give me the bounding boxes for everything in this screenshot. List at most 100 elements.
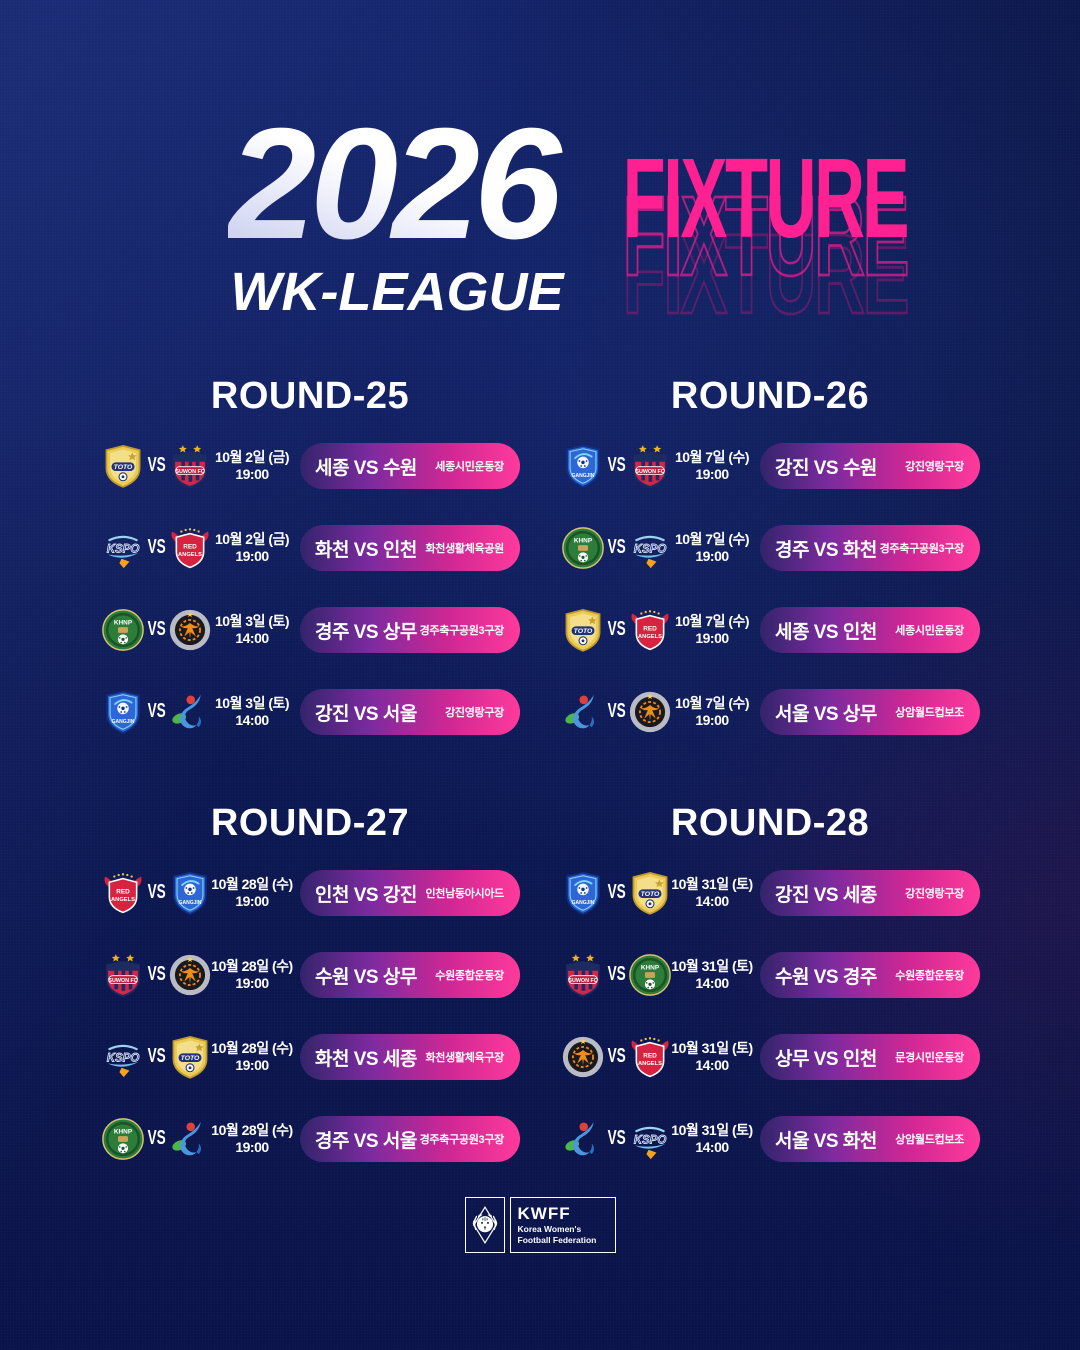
sangmu-logo (627, 689, 673, 735)
seoul-logo (560, 689, 606, 735)
match-pill: 강진 VS 수원 강진영랑구장 (760, 443, 980, 490)
vs-label: VS (147, 619, 166, 641)
sejong-toto-logo (167, 1034, 213, 1080)
match-teams: VS (560, 689, 664, 735)
match-datetime: 10월 28일 (수) 19:00 (210, 1122, 294, 1157)
match-datetime: 10월 2일 (금) 19:00 (210, 449, 294, 484)
match-teams: VS (560, 443, 664, 489)
red-angels-logo (167, 525, 213, 571)
match-datetime: 10월 31일 (토) 14:00 (670, 876, 754, 911)
match-datetime: 10월 28일 (수) 19:00 (210, 1040, 294, 1075)
match-date: 10월 3일 (토) (214, 694, 290, 711)
vs-label: VS (147, 1128, 166, 1150)
kspo-logo (627, 525, 673, 571)
match-row: VS 10월 3일 (토) 14:00 경주 VS 상무 경주축구공원3구장 (100, 602, 520, 658)
match-row: VS 10월 7일 (수) 19:00 세종 VS 인천 세종시민운동장 (560, 602, 980, 658)
match-date: 10월 7일 (수) (674, 694, 750, 711)
year-title: 2026 (228, 105, 566, 263)
match-date: 10월 28일 (수) (211, 1039, 293, 1056)
kwff-emblem-box (464, 1197, 505, 1254)
match-datetime: 10월 28일 (수) 19:00 (210, 876, 294, 911)
match-pill: 인천 VS 강진 인천남동아시아드 (300, 870, 520, 917)
match-pill: 세종 VS 수원 세종시민운동장 (300, 443, 520, 490)
match-venue: 인천남동아시아드 (425, 888, 504, 901)
match-datetime: 10월 3일 (토) 14:00 (210, 613, 294, 648)
kwff-abbr: KWFF (517, 1204, 571, 1224)
match-datetime: 10월 31일 (토) 14:00 (670, 958, 754, 993)
match-name: 강진 VS 수원 (775, 457, 877, 479)
kspo-logo (100, 1034, 146, 1080)
league-title: WK-LEAGUE (230, 262, 564, 323)
match-datetime: 10월 3일 (토) 14:00 (210, 695, 294, 730)
match-name: 수원 VS 상무 (315, 966, 417, 988)
match-datetime: 10월 28일 (수) 19:00 (210, 958, 294, 993)
kwff-footer: KWFF Korea Women's Football Federation (0, 1197, 1080, 1254)
match-row: VS 10월 3일 (토) 14:00 강진 VS 서울 강진영랑구장 (100, 684, 520, 740)
match-venue: 문경시민운동장 (895, 1052, 964, 1065)
match-name: 강진 VS 서울 (315, 703, 417, 725)
kspo-logo (100, 525, 146, 571)
vs-label: VS (607, 964, 626, 986)
match-name: 화천 VS 인천 (315, 539, 417, 561)
match-date: 10월 7일 (수) (674, 448, 750, 465)
match-row: VS 10월 28일 (수) 19:00 수원 VS 상무 수원종합운동장 (100, 947, 520, 1003)
vs-label: VS (607, 619, 626, 641)
match-date: 10월 31일 (토) (671, 875, 753, 892)
kwff-org-line2: Football Federation (517, 1234, 597, 1245)
vs-label: VS (147, 701, 166, 723)
suwon-fc-logo (100, 952, 146, 998)
match-name: 서울 VS 상무 (775, 703, 877, 725)
match-pill: 서울 VS 화천 상암월드컵보조 (760, 1116, 980, 1163)
match-name: 세종 VS 인천 (775, 621, 877, 643)
match-row: VS 10월 28일 (수) 19:00 경주 VS 서울 경주축구공원3구장 (100, 1111, 520, 1167)
match-teams: VS (100, 1034, 204, 1080)
gangjin-logo (167, 870, 213, 916)
match-row: VS 10월 31일 (토) 14:00 강진 VS 세종 강진영랑구장 (560, 865, 980, 921)
match-teams: VS (100, 689, 204, 735)
match-venue: 상암월드컵보조 (895, 1134, 964, 1147)
match-row: VS 10월 7일 (수) 19:00 경주 VS 화천 경주축구공원3구장 (560, 520, 980, 576)
match-teams: VS (100, 443, 204, 489)
match-venue: 상암월드컵보조 (895, 707, 964, 720)
match-row: VS 10월 7일 (수) 19:00 강진 VS 수원 강진영랑구장 (560, 438, 980, 494)
match-row: VS 10월 2일 (금) 19:00 세종 VS 수원 세종시민운동장 (100, 438, 520, 494)
match-time: 19:00 (695, 548, 729, 565)
match-venue: 경주축구공원3구장 (879, 543, 965, 556)
red-angels-logo (100, 870, 146, 916)
match-teams: VS (560, 952, 664, 998)
gangjin-logo (560, 870, 606, 916)
match-time: 19:00 (695, 712, 729, 729)
vs-label: VS (147, 537, 166, 559)
round-26-section: ROUND-26 VS 10월 7일 (수) 19:00 강진 VS 수원 강진… (560, 375, 980, 740)
match-venue: 세종시민운동장 (895, 625, 964, 638)
match-teams: VS (100, 525, 204, 571)
match-teams: VS (560, 870, 664, 916)
match-row: VS 10월 31일 (토) 14:00 상무 VS 인천 문경시민운동장 (560, 1029, 980, 1085)
round-25-section: ROUND-25 VS 10월 2일 (금) 19:00 세종 VS 수원 세종… (100, 375, 520, 740)
match-time: 19:00 (235, 548, 269, 565)
match-name: 강진 VS 세종 (775, 884, 877, 906)
match-datetime: 10월 7일 (수) 19:00 (670, 613, 754, 648)
match-time: 19:00 (695, 630, 729, 647)
red-angels-logo (627, 607, 673, 653)
red-angels-logo (627, 1034, 673, 1080)
match-time: 19:00 (235, 466, 269, 483)
match-name: 경주 VS 화천 (775, 539, 877, 561)
vs-label: VS (607, 882, 626, 904)
match-teams: VS (560, 525, 664, 571)
match-row: VS 10월 28일 (수) 19:00 인천 VS 강진 인천남동아시아드 (100, 865, 520, 921)
vs-label: VS (147, 964, 166, 986)
match-date: 10월 2일 (금) (214, 530, 290, 547)
match-pill: 서울 VS 상무 상암월드컵보조 (760, 689, 980, 736)
round-27-section: ROUND-27 VS 10월 28일 (수) 19:00 인천 VS 강진 인… (100, 802, 520, 1167)
gangjin-logo (100, 689, 146, 735)
match-time: 14:00 (695, 1139, 729, 1156)
match-teams: VS (100, 607, 204, 653)
match-time: 19:00 (235, 1057, 269, 1074)
match-pill: 경주 VS 화천 경주축구공원3구장 (760, 525, 980, 572)
round-title: ROUND-28 (670, 802, 870, 845)
vs-label: VS (607, 455, 626, 477)
match-datetime: 10월 7일 (수) 19:00 (670, 531, 754, 566)
sejong-toto-logo (560, 607, 606, 653)
